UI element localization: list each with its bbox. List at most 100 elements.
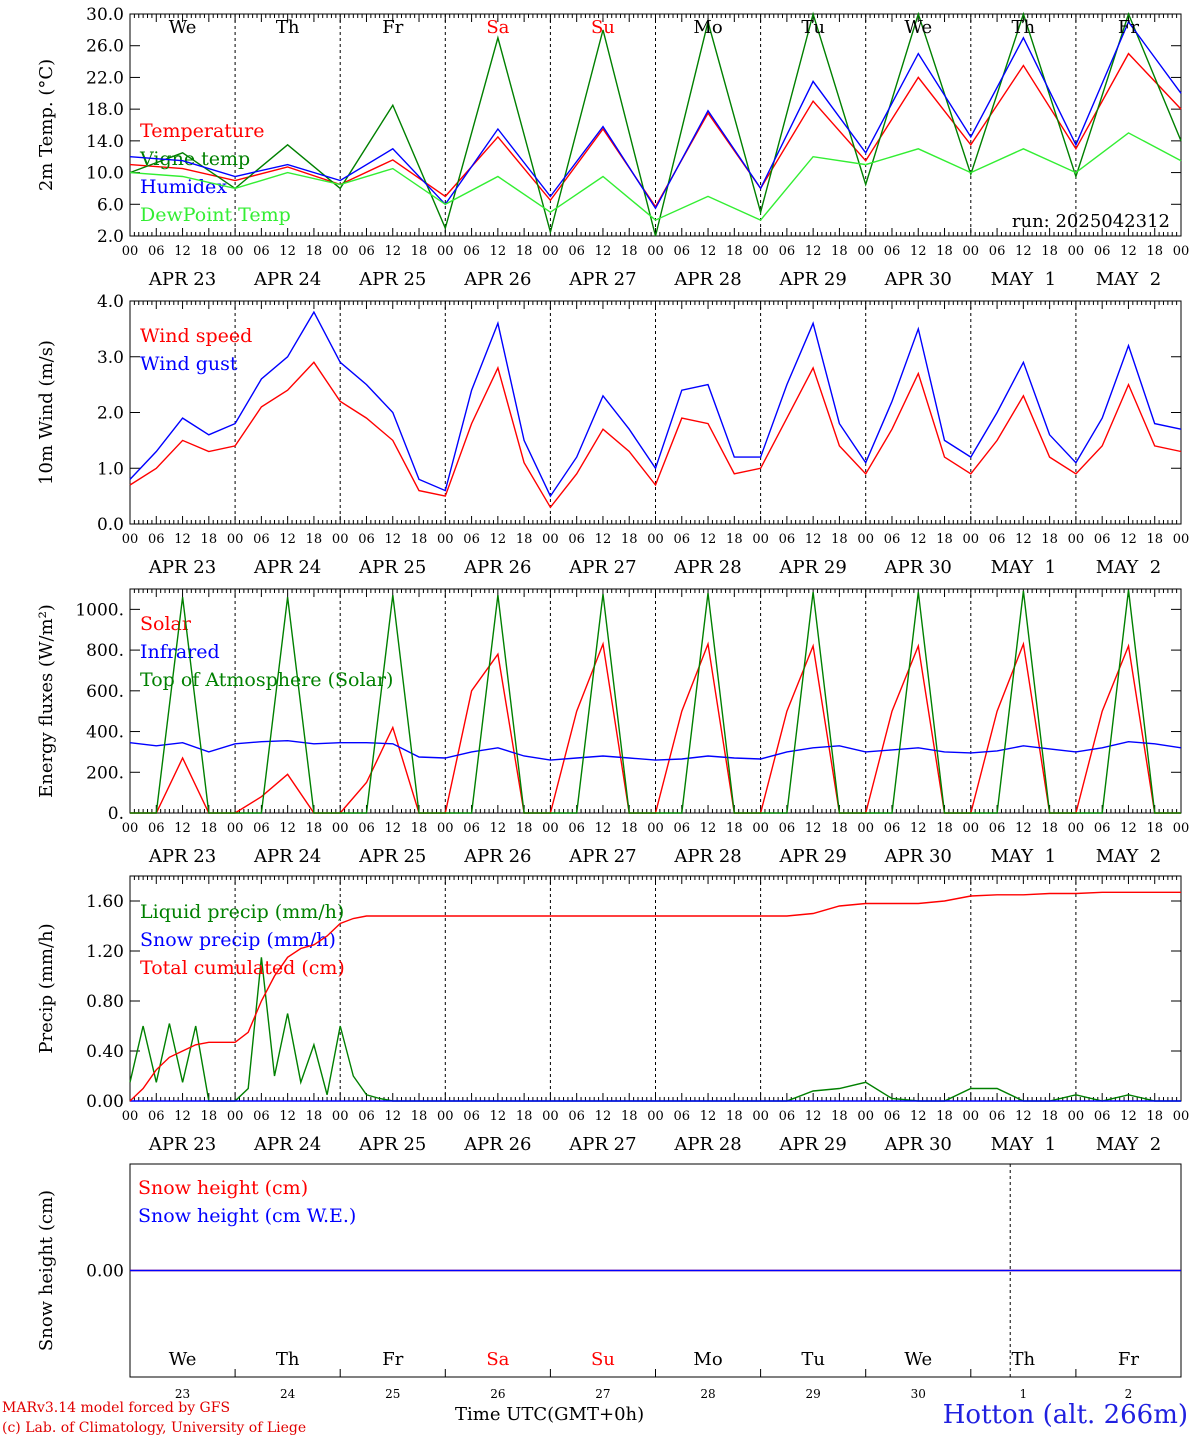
x-date-label: MAY 1 [991, 557, 1056, 578]
day-name-label: Fr [382, 17, 403, 38]
x-tick-label: 00 [647, 821, 664, 836]
day-name-label: Mo [693, 17, 722, 38]
x-tick-label: 00 [542, 532, 559, 547]
x-tick-label: 12 [910, 1109, 927, 1124]
x-tick-label: 06 [674, 1109, 691, 1124]
x-tick-label: 12 [595, 532, 612, 547]
x-tick-label: 18 [1146, 244, 1163, 259]
day-number-label: 1 [1020, 1387, 1028, 1401]
x-tick-label: 06 [358, 532, 375, 547]
day-number-label: 25 [385, 1387, 400, 1401]
x-tick-label: 18 [516, 532, 533, 547]
series-line-total-cumulated-cm- [129, 891, 1181, 1102]
x-date-label: APR 24 [253, 1134, 321, 1155]
x-tick-label: 12 [1120, 1109, 1137, 1124]
x-tick-label: 12 [490, 532, 507, 547]
y-tick-label: 600. [86, 682, 124, 702]
x-tick-label: 18 [516, 1109, 533, 1124]
y-tick-label: 800. [86, 641, 124, 661]
x-tick-label: 00 [437, 821, 454, 836]
x-tick-label: 06 [148, 532, 165, 547]
x-tick-label: 00 [963, 244, 980, 259]
x-tick-label: 12 [279, 1109, 296, 1124]
x-tick-label: 06 [1094, 532, 1111, 547]
day-name-label: Sa [486, 17, 509, 38]
x-tick-label: 12 [384, 1109, 401, 1124]
y-axis-label: Energy fluxes (W/m²) [36, 604, 57, 798]
y-tick-label: 30.0 [86, 5, 124, 25]
x-tick-label: 12 [384, 532, 401, 547]
x-tick-label: 06 [884, 1109, 901, 1124]
x-tick-label: 18 [936, 821, 953, 836]
x-tick-label: 18 [201, 821, 218, 836]
y-tick-label: 0. [108, 804, 124, 824]
x-date-label: APR 27 [568, 1134, 636, 1155]
x-tick-label: 00 [1173, 821, 1190, 836]
legend-entry: Liquid precip (mm/h) [140, 901, 344, 923]
x-tick-label: 18 [306, 1109, 323, 1124]
x-tick-label: 00 [1068, 532, 1085, 547]
day-name-label: Fr [382, 1349, 403, 1370]
series-line-wind-gust [129, 310, 1182, 498]
x-date-label: APR 23 [148, 846, 216, 867]
x-date-label: APR 30 [884, 846, 952, 867]
x-tick-label: 00 [752, 1109, 769, 1124]
day-number-label: 29 [806, 1387, 821, 1401]
x-tick-label: 12 [595, 821, 612, 836]
x-tick-label: 12 [1120, 244, 1137, 259]
x-tick-label: 18 [1146, 1109, 1163, 1124]
x-date-label: APR 23 [148, 557, 216, 578]
x-tick-label: 12 [1015, 821, 1032, 836]
x-tick-label: 06 [253, 532, 270, 547]
x-date-label: APR 28 [673, 269, 741, 290]
series-line-temperature [129, 52, 1182, 209]
day-name-label: Fr [1118, 17, 1139, 38]
x-tick-label: 12 [1015, 532, 1032, 547]
x-tick-label: 12 [174, 1109, 191, 1124]
x-tick-label: 06 [568, 821, 585, 836]
x-date-label: APR 23 [148, 1134, 216, 1155]
x-tick-label: 12 [805, 244, 822, 259]
x-tick-label: 00 [437, 244, 454, 259]
day-number-label: 28 [700, 1387, 715, 1401]
y-tick-label: 18.0 [86, 100, 124, 120]
x-date-label: APR 26 [463, 1134, 531, 1155]
x-tick-label: 12 [805, 821, 822, 836]
x-date-label: APR 28 [673, 1134, 741, 1155]
x-date-label: APR 26 [463, 557, 531, 578]
x-date-label: APR 30 [884, 557, 952, 578]
x-date-label: APR 25 [358, 846, 426, 867]
x-tick-label: 00 [647, 1109, 664, 1124]
x-tick-label: 12 [700, 821, 717, 836]
y-tick-label: 0.00 [86, 1092, 124, 1112]
x-tick-label: 12 [174, 821, 191, 836]
x-tick-label: 00 [122, 244, 139, 259]
x-tick-label: 06 [463, 244, 480, 259]
x-date-label: APR 28 [673, 846, 741, 867]
x-tick-label: 12 [490, 244, 507, 259]
x-tick-label: 12 [490, 821, 507, 836]
x-tick-label: 06 [568, 244, 585, 259]
day-name-label: Th [1012, 17, 1036, 38]
x-tick-label: 18 [726, 1109, 743, 1124]
x-tick-label: 00 [752, 821, 769, 836]
y-tick-label: 1000. [75, 600, 124, 620]
x-tick-label: 18 [936, 1109, 953, 1124]
x-date-label: APR 23 [148, 269, 216, 290]
x-tick-label: 18 [1041, 532, 1058, 547]
y-tick-label: 0.40 [86, 1042, 124, 1062]
x-tick-label: 18 [201, 244, 218, 259]
x-date-label: APR 26 [463, 269, 531, 290]
x-tick-label: 12 [1015, 244, 1032, 259]
x-tick-label: 18 [831, 1109, 848, 1124]
x-tick-label: 00 [227, 244, 244, 259]
x-tick-label: 12 [595, 244, 612, 259]
day-name-label: Mo [693, 1349, 722, 1370]
x-tick-label: 06 [674, 244, 691, 259]
x-tick-label: 18 [1041, 244, 1058, 259]
x-tick-label: 12 [700, 244, 717, 259]
x-tick-label: 00 [227, 532, 244, 547]
day-number-label: 27 [595, 1387, 610, 1401]
x-tick-label: 06 [253, 244, 270, 259]
x-tick-label: 00 [1068, 821, 1085, 836]
